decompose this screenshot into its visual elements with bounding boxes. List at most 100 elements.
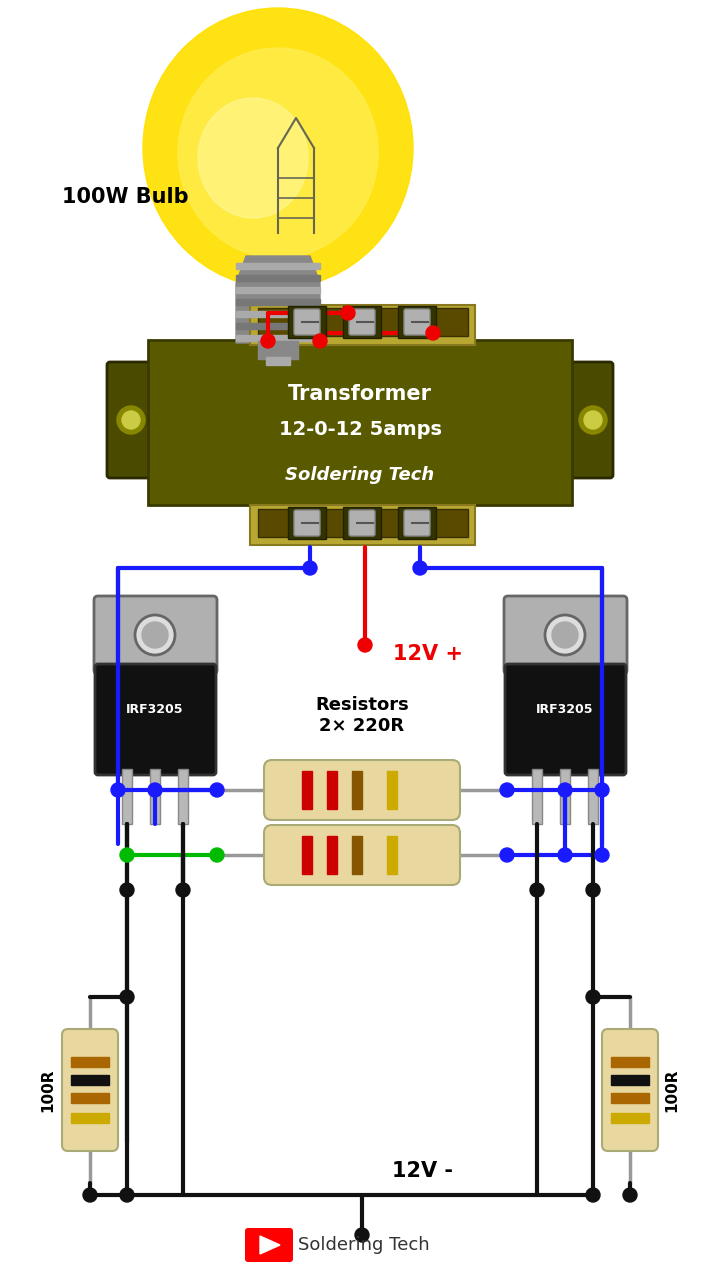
FancyBboxPatch shape [264, 760, 460, 820]
Bar [236, 286, 320, 293]
Bar [258, 509, 468, 537]
Bar [236, 335, 320, 341]
Circle shape [586, 883, 600, 897]
Circle shape [313, 334, 327, 348]
Circle shape [210, 848, 224, 862]
Text: 12V -: 12V - [392, 1161, 453, 1181]
Text: 12V +: 12V + [393, 644, 463, 665]
Bar [352, 771, 362, 810]
Circle shape [210, 783, 224, 797]
FancyBboxPatch shape [245, 1228, 293, 1262]
FancyBboxPatch shape [94, 596, 217, 673]
Text: IRF3205: IRF3205 [126, 703, 184, 715]
Circle shape [176, 883, 190, 897]
Ellipse shape [143, 8, 413, 288]
Text: 100R: 100R [665, 1068, 680, 1111]
Bar [588, 769, 598, 824]
Circle shape [358, 638, 372, 652]
Circle shape [558, 848, 572, 862]
Circle shape [584, 411, 602, 429]
FancyBboxPatch shape [95, 665, 216, 775]
Bar [302, 771, 312, 810]
Bar [327, 836, 337, 875]
Circle shape [142, 622, 168, 648]
Text: 12-0-12 5amps: 12-0-12 5amps [279, 420, 441, 439]
Circle shape [303, 561, 317, 575]
Circle shape [558, 783, 572, 797]
Bar [250, 306, 475, 345]
Text: 100R: 100R [40, 1068, 55, 1111]
Circle shape [413, 561, 427, 575]
Circle shape [111, 783, 125, 797]
Circle shape [355, 1228, 369, 1242]
Circle shape [135, 615, 175, 656]
Bar [258, 308, 468, 336]
Circle shape [83, 1188, 97, 1202]
Bar [258, 341, 298, 359]
FancyBboxPatch shape [264, 825, 460, 885]
Circle shape [426, 326, 440, 340]
Bar [343, 507, 381, 538]
Circle shape [120, 848, 134, 862]
Bar [266, 356, 290, 365]
Circle shape [341, 306, 355, 320]
Ellipse shape [178, 48, 378, 258]
Bar [236, 264, 320, 269]
Bar [611, 1074, 649, 1085]
Ellipse shape [198, 98, 308, 218]
Polygon shape [260, 1236, 280, 1254]
Text: Soldering Tech: Soldering Tech [298, 1236, 430, 1254]
Circle shape [530, 883, 544, 897]
Circle shape [623, 1188, 637, 1202]
Circle shape [586, 1188, 600, 1202]
Circle shape [552, 622, 578, 648]
Text: IRF3205: IRF3205 [536, 703, 594, 715]
FancyBboxPatch shape [349, 309, 375, 335]
FancyBboxPatch shape [504, 596, 627, 673]
FancyBboxPatch shape [404, 510, 430, 536]
Bar [352, 836, 362, 875]
Text: Transformer: Transformer [288, 384, 432, 404]
Bar [150, 769, 160, 824]
Bar [560, 769, 570, 824]
Bar [71, 1074, 109, 1085]
Circle shape [148, 783, 162, 797]
Bar [236, 275, 320, 281]
Circle shape [586, 990, 600, 1004]
Circle shape [595, 783, 609, 797]
Bar [302, 836, 312, 875]
Bar [398, 306, 436, 339]
Bar [398, 507, 436, 538]
FancyBboxPatch shape [404, 309, 430, 335]
FancyBboxPatch shape [565, 362, 613, 477]
Circle shape [120, 990, 134, 1004]
Bar [343, 306, 381, 339]
Bar [387, 836, 397, 875]
Circle shape [500, 848, 514, 862]
Bar [178, 769, 188, 824]
Bar [327, 771, 337, 810]
Bar [236, 299, 320, 306]
FancyBboxPatch shape [602, 1029, 658, 1151]
FancyBboxPatch shape [349, 510, 375, 536]
Circle shape [500, 783, 514, 797]
Bar [288, 306, 326, 339]
Circle shape [579, 406, 607, 434]
Bar [71, 1094, 109, 1102]
FancyBboxPatch shape [294, 510, 320, 536]
Text: 100W Bulb: 100W Bulb [62, 187, 189, 207]
Text: Soldering Tech: Soldering Tech [285, 466, 435, 484]
Circle shape [261, 334, 275, 348]
Circle shape [120, 1188, 134, 1202]
Bar [122, 769, 132, 824]
FancyBboxPatch shape [294, 309, 320, 335]
Bar [71, 1057, 109, 1067]
Circle shape [595, 848, 609, 862]
FancyBboxPatch shape [505, 665, 626, 775]
Bar [611, 1113, 649, 1123]
Bar [236, 311, 320, 317]
Circle shape [545, 615, 585, 656]
Circle shape [122, 411, 140, 429]
Bar [611, 1057, 649, 1067]
Bar [288, 507, 326, 538]
